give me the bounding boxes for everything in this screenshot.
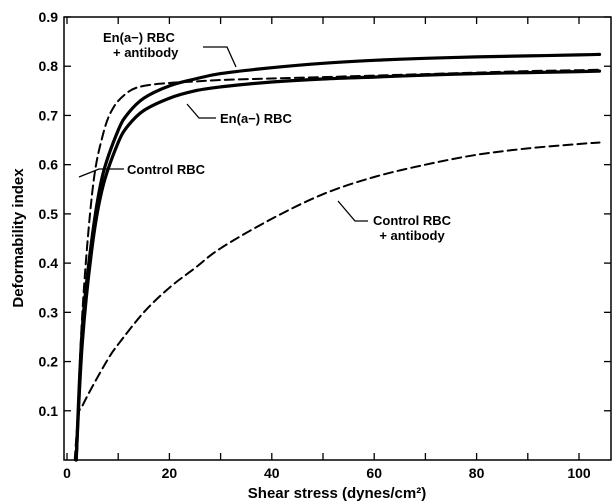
x-tick-label: 0 <box>63 465 71 481</box>
series-control-antibody-line <box>73 141 601 461</box>
axis-ticks: 0 20 40 60 80 100 0.1 0.2 0.3 0.4 0.5 0.6 0.7 0.8 0.9 <box>39 9 611 481</box>
x-tick-label: 80 <box>469 465 485 481</box>
annotation-control-antibody-label: Control RBC <box>373 213 452 228</box>
x-axis-title: Shear stress (dynes/cm²) <box>248 485 426 502</box>
annotation-control-antibody-label: + antibody <box>379 228 445 243</box>
y-tick-label: 0.2 <box>39 354 59 370</box>
x-tick-label: 60 <box>366 465 382 481</box>
y-axis-title: Deformability index <box>10 168 27 308</box>
y-tick-label: 0.6 <box>39 157 59 173</box>
y-tick-label: 0.7 <box>39 107 59 123</box>
plot-frame <box>63 16 612 461</box>
annotation-en-a-antibody-leader <box>203 46 237 68</box>
annotation-en-a-leader <box>186 103 216 119</box>
series-en-a-line <box>74 69 602 462</box>
annotation-en-a-antibody-label: + antibody <box>113 45 179 60</box>
y-tick-label: 0.1 <box>39 403 59 419</box>
series-en-a-antibody-line <box>74 52 602 462</box>
annotation-en-a-antibody-label: En(a−) RBC <box>103 30 175 45</box>
y-tick-label: 0.5 <box>39 206 59 222</box>
annotation-en-a-label: En(a−) RBC <box>220 111 292 126</box>
series-lines <box>73 52 602 462</box>
x-tick-label: 40 <box>264 465 280 481</box>
x-tick-label: 20 <box>162 465 178 481</box>
annotation-control-antibody-leader <box>337 200 368 222</box>
y-tick-label: 0.9 <box>39 9 59 25</box>
y-tick-label: 0.8 <box>39 58 59 74</box>
series-control-line <box>75 68 601 461</box>
annotation-control-label: Control RBC <box>127 162 206 177</box>
y-tick-label: 0.4 <box>39 255 59 271</box>
annotation-control-leader <box>78 168 124 178</box>
y-tick-label: 0.3 <box>39 304 59 320</box>
x-tick-label: 100 <box>567 465 591 481</box>
